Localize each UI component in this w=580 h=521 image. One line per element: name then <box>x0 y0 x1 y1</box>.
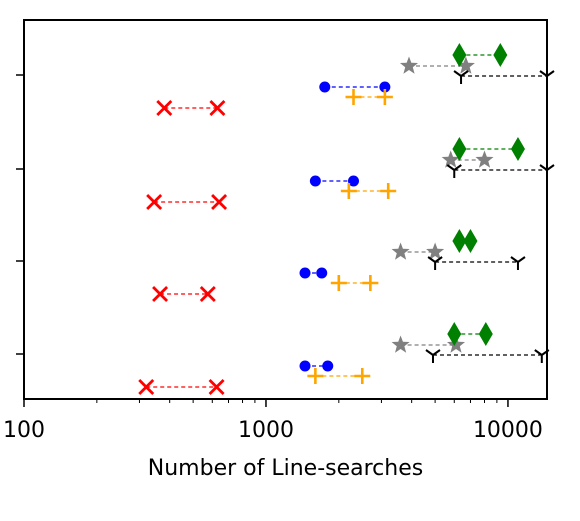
tri-down-marker <box>510 256 526 270</box>
circle-marker <box>309 175 321 187</box>
x-marker <box>208 379 225 395</box>
circle-marker <box>379 81 391 93</box>
star-marker <box>391 335 410 353</box>
diamond-marker <box>452 229 467 253</box>
x-marker <box>138 379 155 395</box>
plus-marker <box>307 368 324 384</box>
diamond-marker <box>478 322 493 346</box>
star-marker <box>475 150 494 168</box>
series-plus <box>307 89 397 384</box>
diamond-marker <box>463 229 478 253</box>
x-marker <box>156 100 173 116</box>
plus-marker <box>380 183 397 199</box>
x-tick-label: 10000 <box>473 418 543 443</box>
x-marker <box>211 194 228 210</box>
series-x <box>138 100 228 395</box>
tri-down-marker <box>427 256 443 270</box>
plus-marker <box>345 89 362 105</box>
star-marker <box>441 150 460 168</box>
x-axis-label: Number of Line-searches <box>148 456 423 481</box>
star-marker <box>426 242 445 260</box>
x-marker <box>152 286 169 302</box>
chart-axes: 100 1000 10000 <box>3 74 543 443</box>
series-circle <box>299 81 391 372</box>
diamond-marker <box>452 137 467 161</box>
circle-marker <box>348 175 360 187</box>
series-tri_down <box>425 70 555 363</box>
diamond-marker <box>452 43 467 67</box>
tri-down-marker <box>453 70 469 84</box>
x-marker <box>199 286 216 302</box>
plus-marker <box>376 89 393 105</box>
circle-marker <box>316 267 328 279</box>
diamond-marker <box>493 43 508 67</box>
plus-marker <box>362 275 379 291</box>
plus-marker <box>340 183 357 199</box>
star-marker <box>399 56 419 74</box>
plus-marker <box>354 368 371 384</box>
x-marker <box>146 194 163 210</box>
x-marker <box>209 100 226 116</box>
star-marker <box>456 56 475 74</box>
series-diamond <box>447 43 525 346</box>
plus-marker <box>330 275 347 291</box>
circle-marker <box>322 360 334 372</box>
star-marker <box>446 335 466 353</box>
plot-frame <box>23 19 548 400</box>
chart-marks <box>138 43 555 395</box>
x-tick-label: 100 <box>3 418 45 443</box>
x-tick-label: 1000 <box>238 418 294 443</box>
circle-marker <box>319 81 331 93</box>
circle-marker <box>299 267 311 279</box>
diamond-marker <box>447 322 462 346</box>
series-star <box>391 56 494 353</box>
circle-marker <box>299 360 311 372</box>
star-marker <box>391 242 410 260</box>
tri-down-marker <box>446 164 462 178</box>
tri-down-marker <box>425 349 441 363</box>
diamond-marker <box>510 137 525 161</box>
